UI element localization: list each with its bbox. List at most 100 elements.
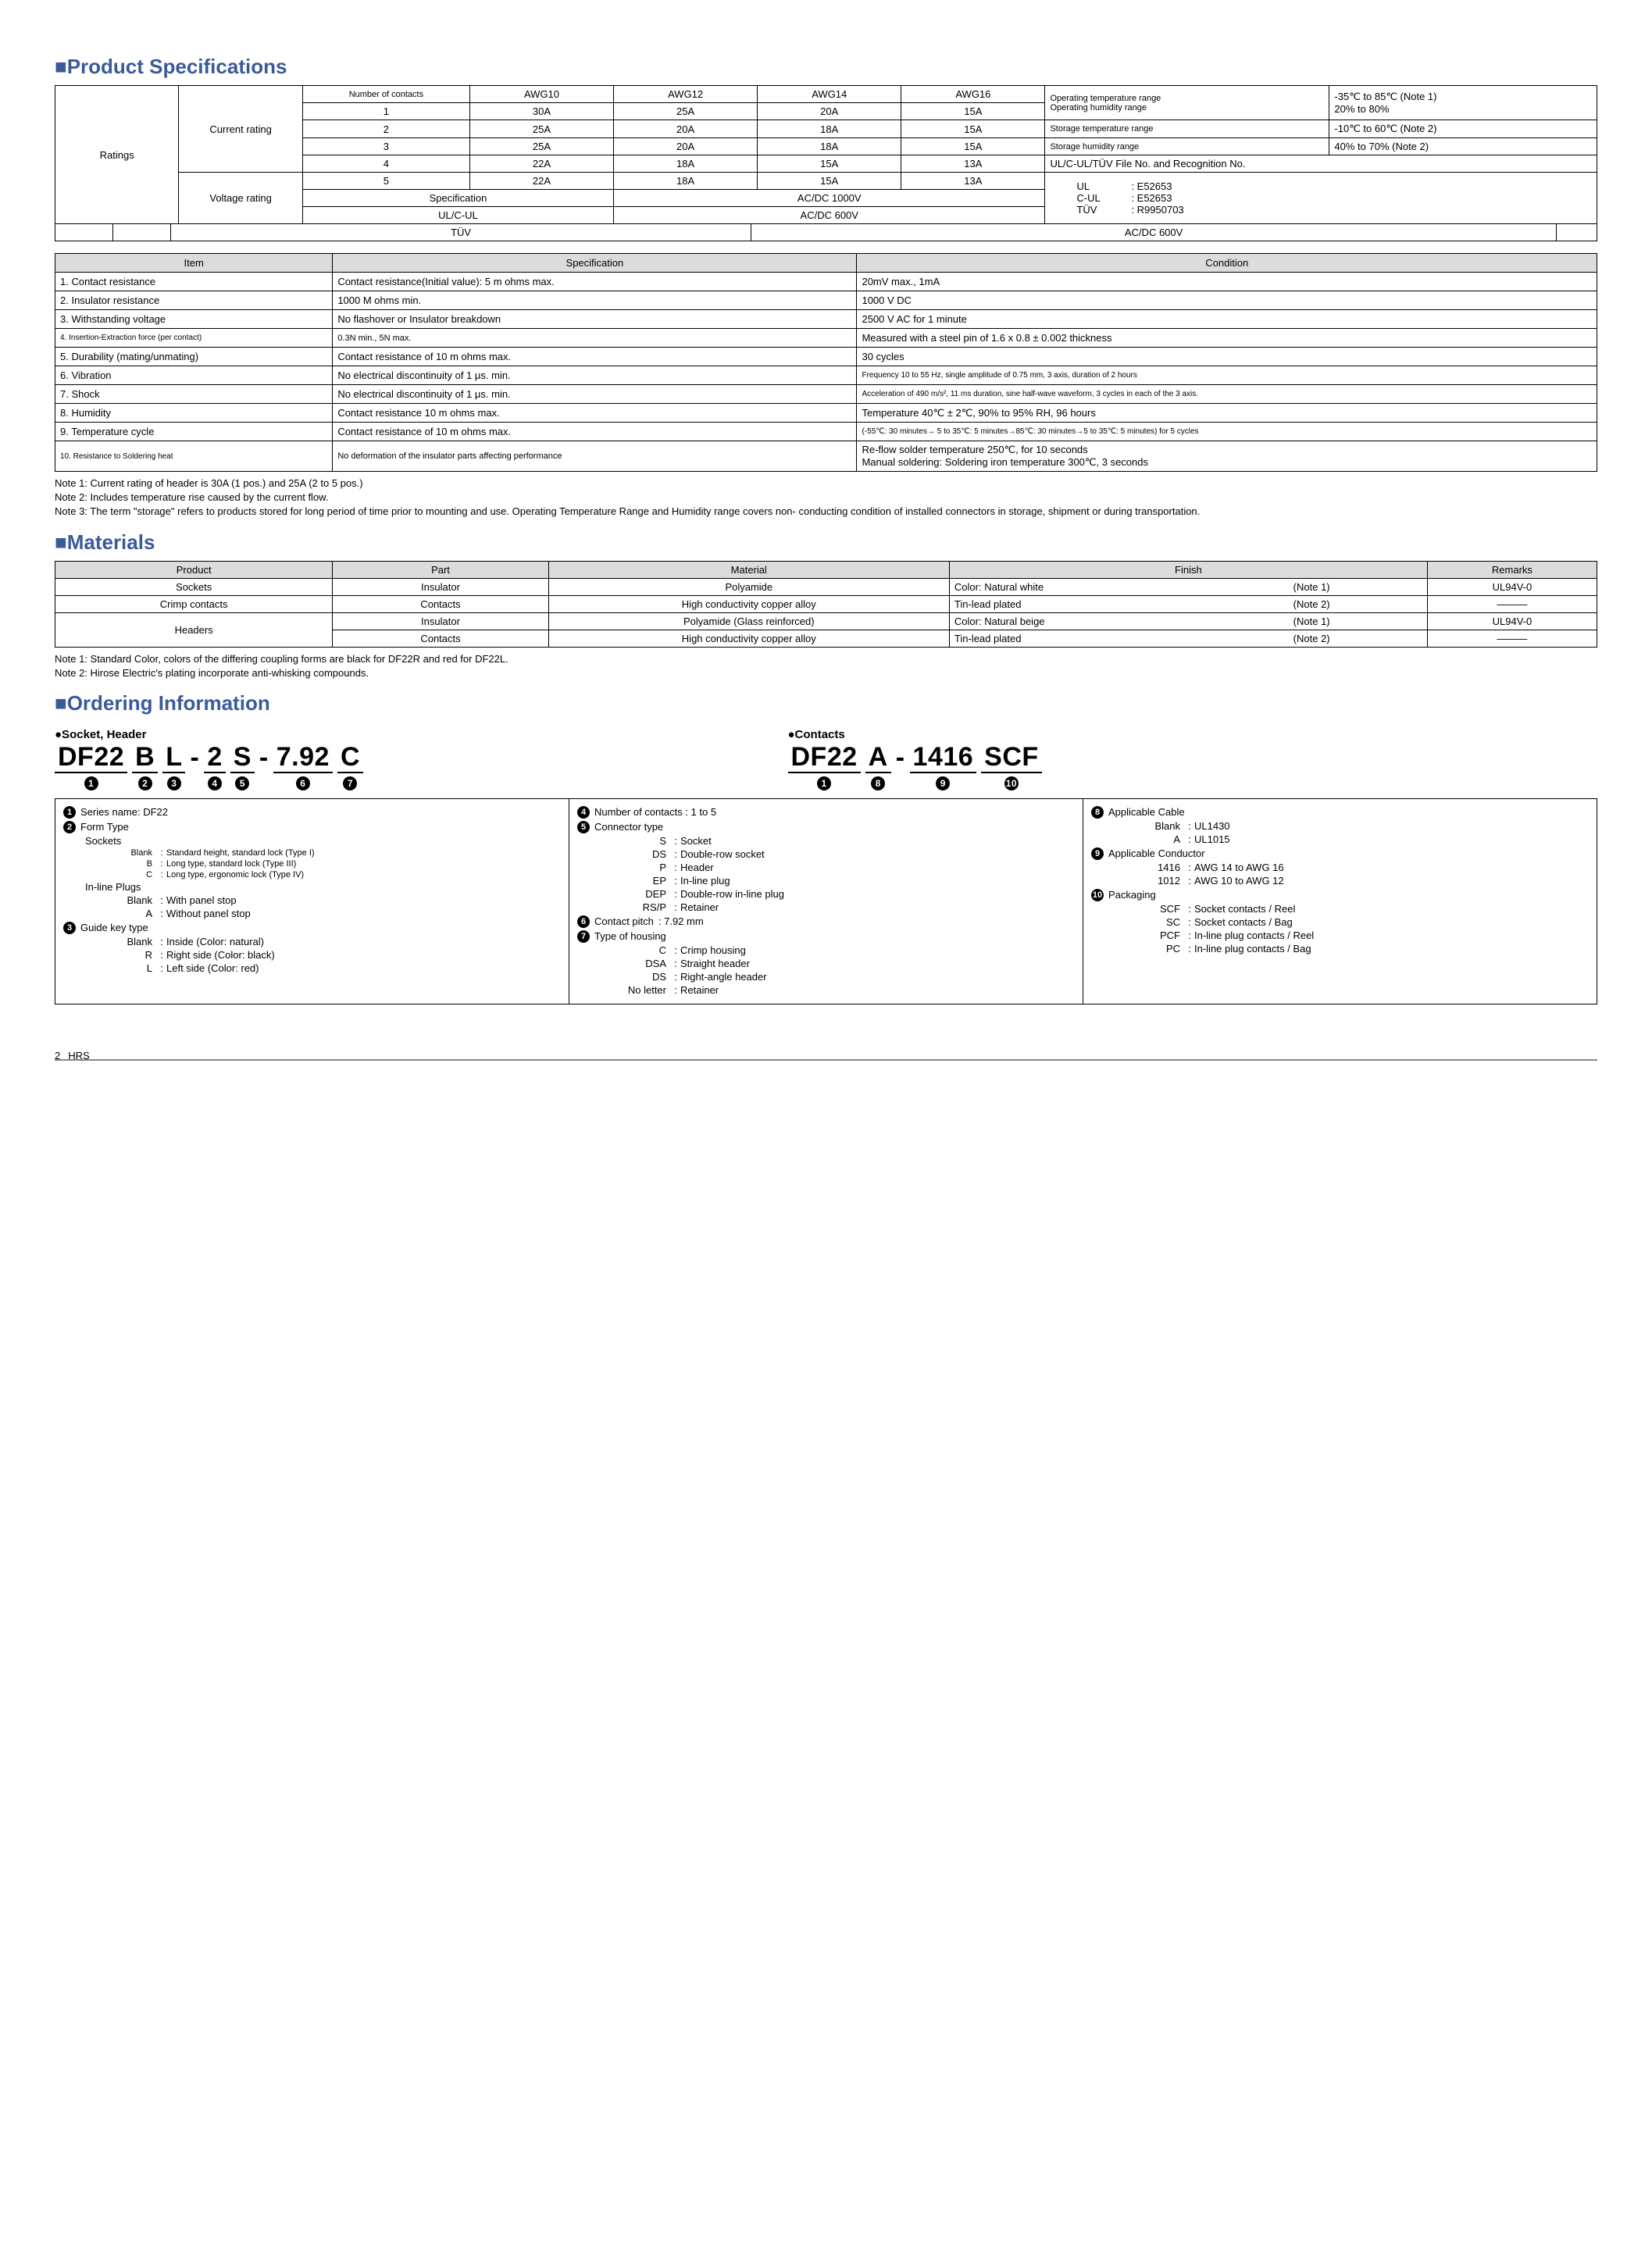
- spec-cond: 30 cycles: [857, 348, 1597, 366]
- partnum-badge: 3: [167, 776, 181, 790]
- ordering-key: S: [615, 835, 671, 847]
- ordering-badge: 3: [63, 922, 76, 934]
- ordering-label: Packaging: [1108, 889, 1156, 901]
- ordering-item: 9Applicable Conductor: [1091, 847, 1589, 860]
- ordering-item: 5Connector type: [577, 820, 1075, 833]
- ordering-item: EP:In-line plug: [577, 875, 1075, 887]
- spec-spec: No electrical discontinuity of 1 μs. min…: [333, 366, 857, 385]
- ordering-key: 1012: [1129, 875, 1185, 887]
- partnum-segment: DF221: [55, 744, 127, 790]
- partnum-socket: DF221B2L3-24S5-7.926C7: [55, 743, 765, 790]
- spec-spec: Contact resistance 10 m ohms max.: [333, 404, 857, 423]
- env-v1: 20% to 80%: [1334, 103, 1592, 115]
- m20: Headers: [55, 612, 333, 647]
- ordering-value: Straight header: [680, 958, 1075, 969]
- partnum-badge: 6: [296, 776, 310, 790]
- ordering-key: C: [615, 944, 671, 956]
- partnum-dash: -: [896, 743, 905, 790]
- env-k3: Storage humidity range: [1045, 138, 1329, 155]
- spec-spec: Contact resistance of 10 m ohms max.: [333, 348, 857, 366]
- ordering-value: AWG 10 to AWG 12: [1194, 875, 1589, 887]
- ordering-key: PCF: [1129, 930, 1185, 941]
- m33: Tin-lead plated: [949, 630, 1288, 647]
- ordering-item: RS/P:Retainer: [577, 901, 1075, 913]
- spec-cond: 1000 V DC: [857, 291, 1597, 310]
- mat-h0: Product: [55, 561, 333, 578]
- cert0k: UL: [1076, 180, 1131, 192]
- m11: Contacts: [333, 595, 548, 612]
- partnum-text: C: [337, 744, 363, 773]
- m15: ———: [1427, 595, 1597, 612]
- partnum-segment: C7: [337, 744, 363, 790]
- ordering-key: EP: [615, 875, 671, 887]
- spec-cond: Frequency 10 to 55 Hz, single amplitude …: [857, 366, 1597, 385]
- ordering-key: DS: [615, 848, 671, 860]
- materials-table: Product Part Material Finish Remarks Soc…: [55, 561, 1597, 648]
- ordering-key: PC: [1129, 943, 1185, 955]
- r2c3: 18A: [758, 120, 901, 138]
- ordering-value: In-line plug: [680, 875, 1075, 887]
- ordering-key: DEP: [615, 888, 671, 900]
- ordering-item: SC:Socket contacts / Bag: [1091, 916, 1589, 928]
- spec-spec: 1000 M ohms min.: [333, 291, 857, 310]
- ordering-value: Without panel stop: [166, 908, 561, 919]
- r5c0: 5: [302, 173, 469, 190]
- partnum-badge: 4: [208, 776, 222, 790]
- ordering-item: B:Long type, standard lock (Type III): [63, 859, 561, 869]
- ordering-item: DSA:Straight header: [577, 958, 1075, 969]
- ordering-badge: 4: [577, 806, 590, 819]
- ordering-item: S:Socket: [577, 835, 1075, 847]
- cert2k: TÜV: [1076, 204, 1131, 216]
- env-k1: Operating humidity range: [1050, 103, 1324, 112]
- ordering-item: DS:Right-angle header: [577, 971, 1075, 983]
- r5c3: 15A: [758, 173, 901, 190]
- ordering-value: UL1430: [1194, 820, 1589, 832]
- m01: Insulator: [333, 578, 548, 595]
- r4c2: 18A: [614, 155, 758, 173]
- spec-spec: No electrical discontinuity of 1 μs. min…: [333, 385, 857, 404]
- partnum-segment: 14169: [910, 744, 977, 790]
- spec-cond: Acceleration of 490 m/s², 11 ms duration…: [857, 385, 1597, 404]
- spec-cond: 20mV max., 1mA: [857, 273, 1597, 291]
- spec-item: 3. Withstanding voltage: [55, 310, 333, 329]
- note2: Note 2: Includes temperature rise caused…: [55, 491, 1597, 505]
- ordering-value: Header: [680, 862, 1075, 873]
- spec-cond: Temperature 40℃ ± 2℃, 90% to 95% RH, 96 …: [857, 404, 1597, 423]
- r2c2: 20A: [614, 120, 758, 138]
- ordering-key: SCF: [1129, 903, 1185, 915]
- partnum-text: A: [865, 744, 891, 773]
- cert1v: : E52653: [1131, 192, 1172, 204]
- m21: Insulator: [333, 612, 548, 630]
- ordering-value: Double-row socket: [680, 848, 1075, 860]
- ordering-item: 6Contact pitch : 7.92 mm: [577, 915, 1075, 928]
- partnum-dash: -: [190, 743, 199, 790]
- ordering-value: Socket contacts / Bag: [1194, 916, 1589, 928]
- spec-spec: No flashover or Insulator breakdown: [333, 310, 857, 329]
- r1c4: 15A: [901, 103, 1045, 120]
- partnum-segment: S5: [230, 744, 255, 790]
- ordering-item: R:Right side (Color: black): [63, 949, 561, 961]
- spec-cond: Measured with a steel pin of 1.6 x 0.8 ±…: [857, 329, 1597, 348]
- partnum-badge: 1: [84, 776, 98, 790]
- ordering-label: Form Type: [80, 821, 129, 833]
- ordering-item: P:Header: [577, 862, 1075, 873]
- vr1k: UL/C-UL: [302, 207, 613, 224]
- spec-item: 2. Insulator resistance: [55, 291, 333, 310]
- ordering-key: 1416: [1129, 862, 1185, 873]
- ordering-col3: 8Applicable CableBlank:UL1430A:UL10159Ap…: [1083, 799, 1597, 1004]
- ordering-value: AWG 14 to AWG 16: [1194, 862, 1589, 873]
- materials-notes: Note 1: Standard Color, colors of the di…: [55, 652, 1597, 680]
- spec-cond: Re-flow solder temperature 250℃, for 10 …: [857, 441, 1597, 472]
- ordering-key: L: [101, 962, 157, 974]
- hrs-logo: HRS: [68, 1050, 89, 1062]
- r3c1: 25A: [469, 138, 613, 155]
- mat-h3: Finish: [949, 561, 1427, 578]
- partnum-segment: SCF10: [981, 744, 1042, 790]
- ordering-key: No letter: [615, 984, 671, 996]
- hdr-awg10: AWG10: [469, 86, 613, 103]
- vr0k: Specification: [302, 190, 613, 207]
- ord-sub-contacts: ●Contacts: [788, 728, 1598, 741]
- r3c0: 3: [302, 138, 469, 155]
- ord-sub-socket: ●Socket, Header: [55, 728, 765, 741]
- ordering-key: B: [101, 859, 157, 869]
